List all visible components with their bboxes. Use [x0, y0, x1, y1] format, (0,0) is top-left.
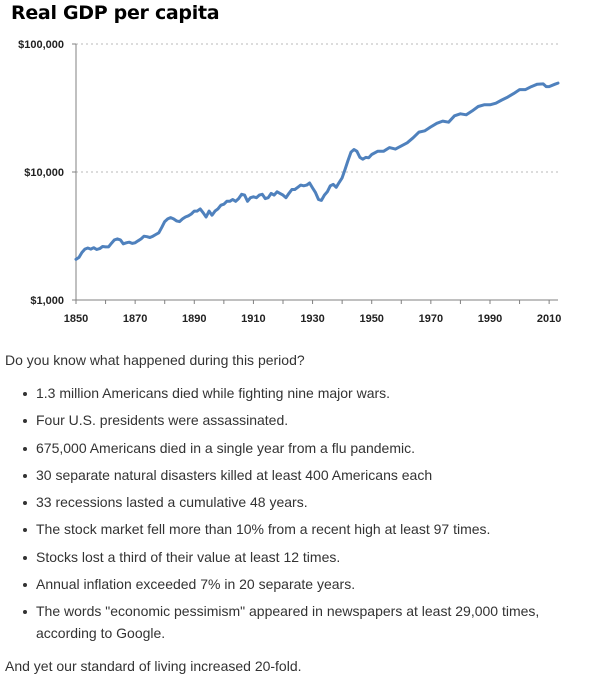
gdp-series-line — [74, 81, 560, 261]
series-layer — [74, 81, 560, 261]
gdp-line-chart: $100,000 $10,000 $1,000 1850 1870 1890 1910 19… — [18, 39, 562, 325]
intro-question: Do you know what happened during this pe… — [5, 352, 305, 368]
fact-item: The words "economic pessimism" appeared … — [0, 600, 560, 644]
fact-item: Stocks lost a third of their value at le… — [0, 546, 560, 568]
chart-title: Real GDP per capita — [11, 2, 220, 24]
x-tick-label: 1890 — [182, 313, 206, 325]
x-tick-label: 1990 — [478, 313, 502, 325]
fact-item: Four U.S. presidents were assassinated. — [0, 409, 560, 431]
x-tick-label: 1970 — [419, 313, 443, 325]
fact-item: 1.3 million Americans died while fightin… — [0, 382, 560, 404]
x-axis-tick-labels: 1850 1870 1890 1910 1930 1950 1970 1990 2010 — [64, 313, 562, 325]
x-tick-label: 1930 — [300, 313, 324, 325]
y-tick-label: $1,000 — [30, 295, 64, 307]
x-tick-label: 1870 — [123, 313, 147, 325]
outro-statement: And yet our standard of living increased… — [5, 658, 302, 674]
fact-item: Annual inflation exceeded 7% in 20 separ… — [0, 573, 560, 595]
y-tick-label: $100,000 — [18, 39, 64, 51]
x-tick-label: 1850 — [64, 313, 88, 325]
axes — [72, 43, 558, 304]
grid-lines — [76, 43, 558, 173]
y-axis-tick-labels: $100,000 $10,000 $1,000 — [18, 39, 64, 307]
fact-item: 675,000 Americans died in a single year … — [0, 437, 560, 459]
x-tick-label: 1910 — [241, 313, 265, 325]
fact-item: The stock market fell more than 10% from… — [0, 518, 560, 540]
x-tick-label: 2010 — [537, 313, 561, 325]
y-tick-label: $10,000 — [24, 167, 64, 179]
facts-list: 1.3 million Americans died while fightin… — [0, 382, 560, 650]
fact-item: 30 separate natural disasters killed at … — [0, 464, 560, 486]
x-tick-label: 1950 — [359, 313, 383, 325]
fact-item: 33 recessions lasted a cumulative 48 yea… — [0, 491, 560, 513]
